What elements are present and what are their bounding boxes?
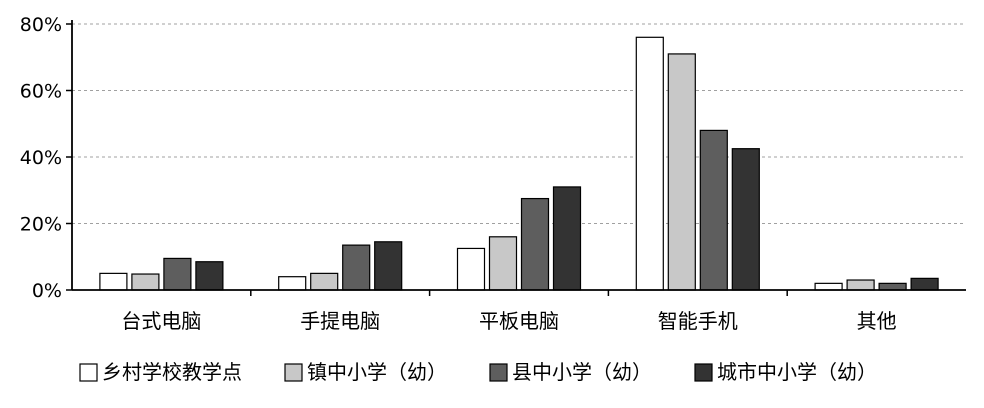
- x-category-label: 手提电脑: [300, 309, 380, 333]
- y-tick-label: 80%: [20, 14, 62, 36]
- bar: [910, 277, 939, 291]
- y-axis-ticks: 0% 20% 40% 60% 80%: [20, 14, 72, 302]
- bar: [814, 282, 843, 291]
- bars: [99, 36, 939, 291]
- gridlines: [72, 23, 966, 224]
- legend-swatch: [694, 363, 713, 382]
- bar: [99, 272, 128, 291]
- legend-entry-label: 县中小学（幼）: [512, 360, 652, 384]
- legend-entry-label: 城市中小学（幼）: [717, 360, 877, 384]
- bar: [163, 257, 192, 291]
- bar: [635, 36, 664, 291]
- bar: [699, 129, 728, 291]
- bar: [195, 261, 224, 291]
- y-tick-label: 20%: [20, 214, 62, 236]
- bar: [731, 148, 760, 291]
- bar: [552, 186, 582, 291]
- y-tick-label: 0%: [32, 280, 62, 302]
- bar: [456, 247, 486, 291]
- x-category-label: 其他: [857, 309, 897, 333]
- legend-entry-label: 乡村学校教学点: [102, 360, 242, 384]
- bar: [278, 276, 307, 291]
- x-category-label: 台式电脑: [121, 309, 201, 333]
- legend-swatch: [284, 363, 303, 382]
- bar: [342, 244, 371, 291]
- legend: 乡村学校教学点 镇中小学（幼） 县中小学（幼） 城市中小学（幼）: [79, 360, 877, 384]
- bar: [488, 236, 518, 291]
- legend-entry-label: 镇中小学（幼）: [307, 360, 447, 384]
- legend-swatch: [489, 363, 508, 382]
- x-category-label: 平板电脑: [479, 309, 559, 333]
- axes: [71, 20, 966, 296]
- bar: [667, 53, 696, 291]
- bar: [846, 279, 875, 291]
- bar: [374, 241, 403, 291]
- bar: [878, 282, 907, 291]
- bar: [131, 273, 160, 291]
- category-labels: 台式电脑 手提电脑 平板电脑 智能手机 其他: [121, 309, 896, 333]
- x-category-label: 智能手机: [658, 309, 738, 333]
- legend-swatch: [79, 363, 98, 382]
- bar: [520, 197, 550, 291]
- y-tick-label: 60%: [20, 81, 62, 103]
- y-tick-label: 40%: [20, 147, 62, 169]
- bar: [310, 272, 339, 291]
